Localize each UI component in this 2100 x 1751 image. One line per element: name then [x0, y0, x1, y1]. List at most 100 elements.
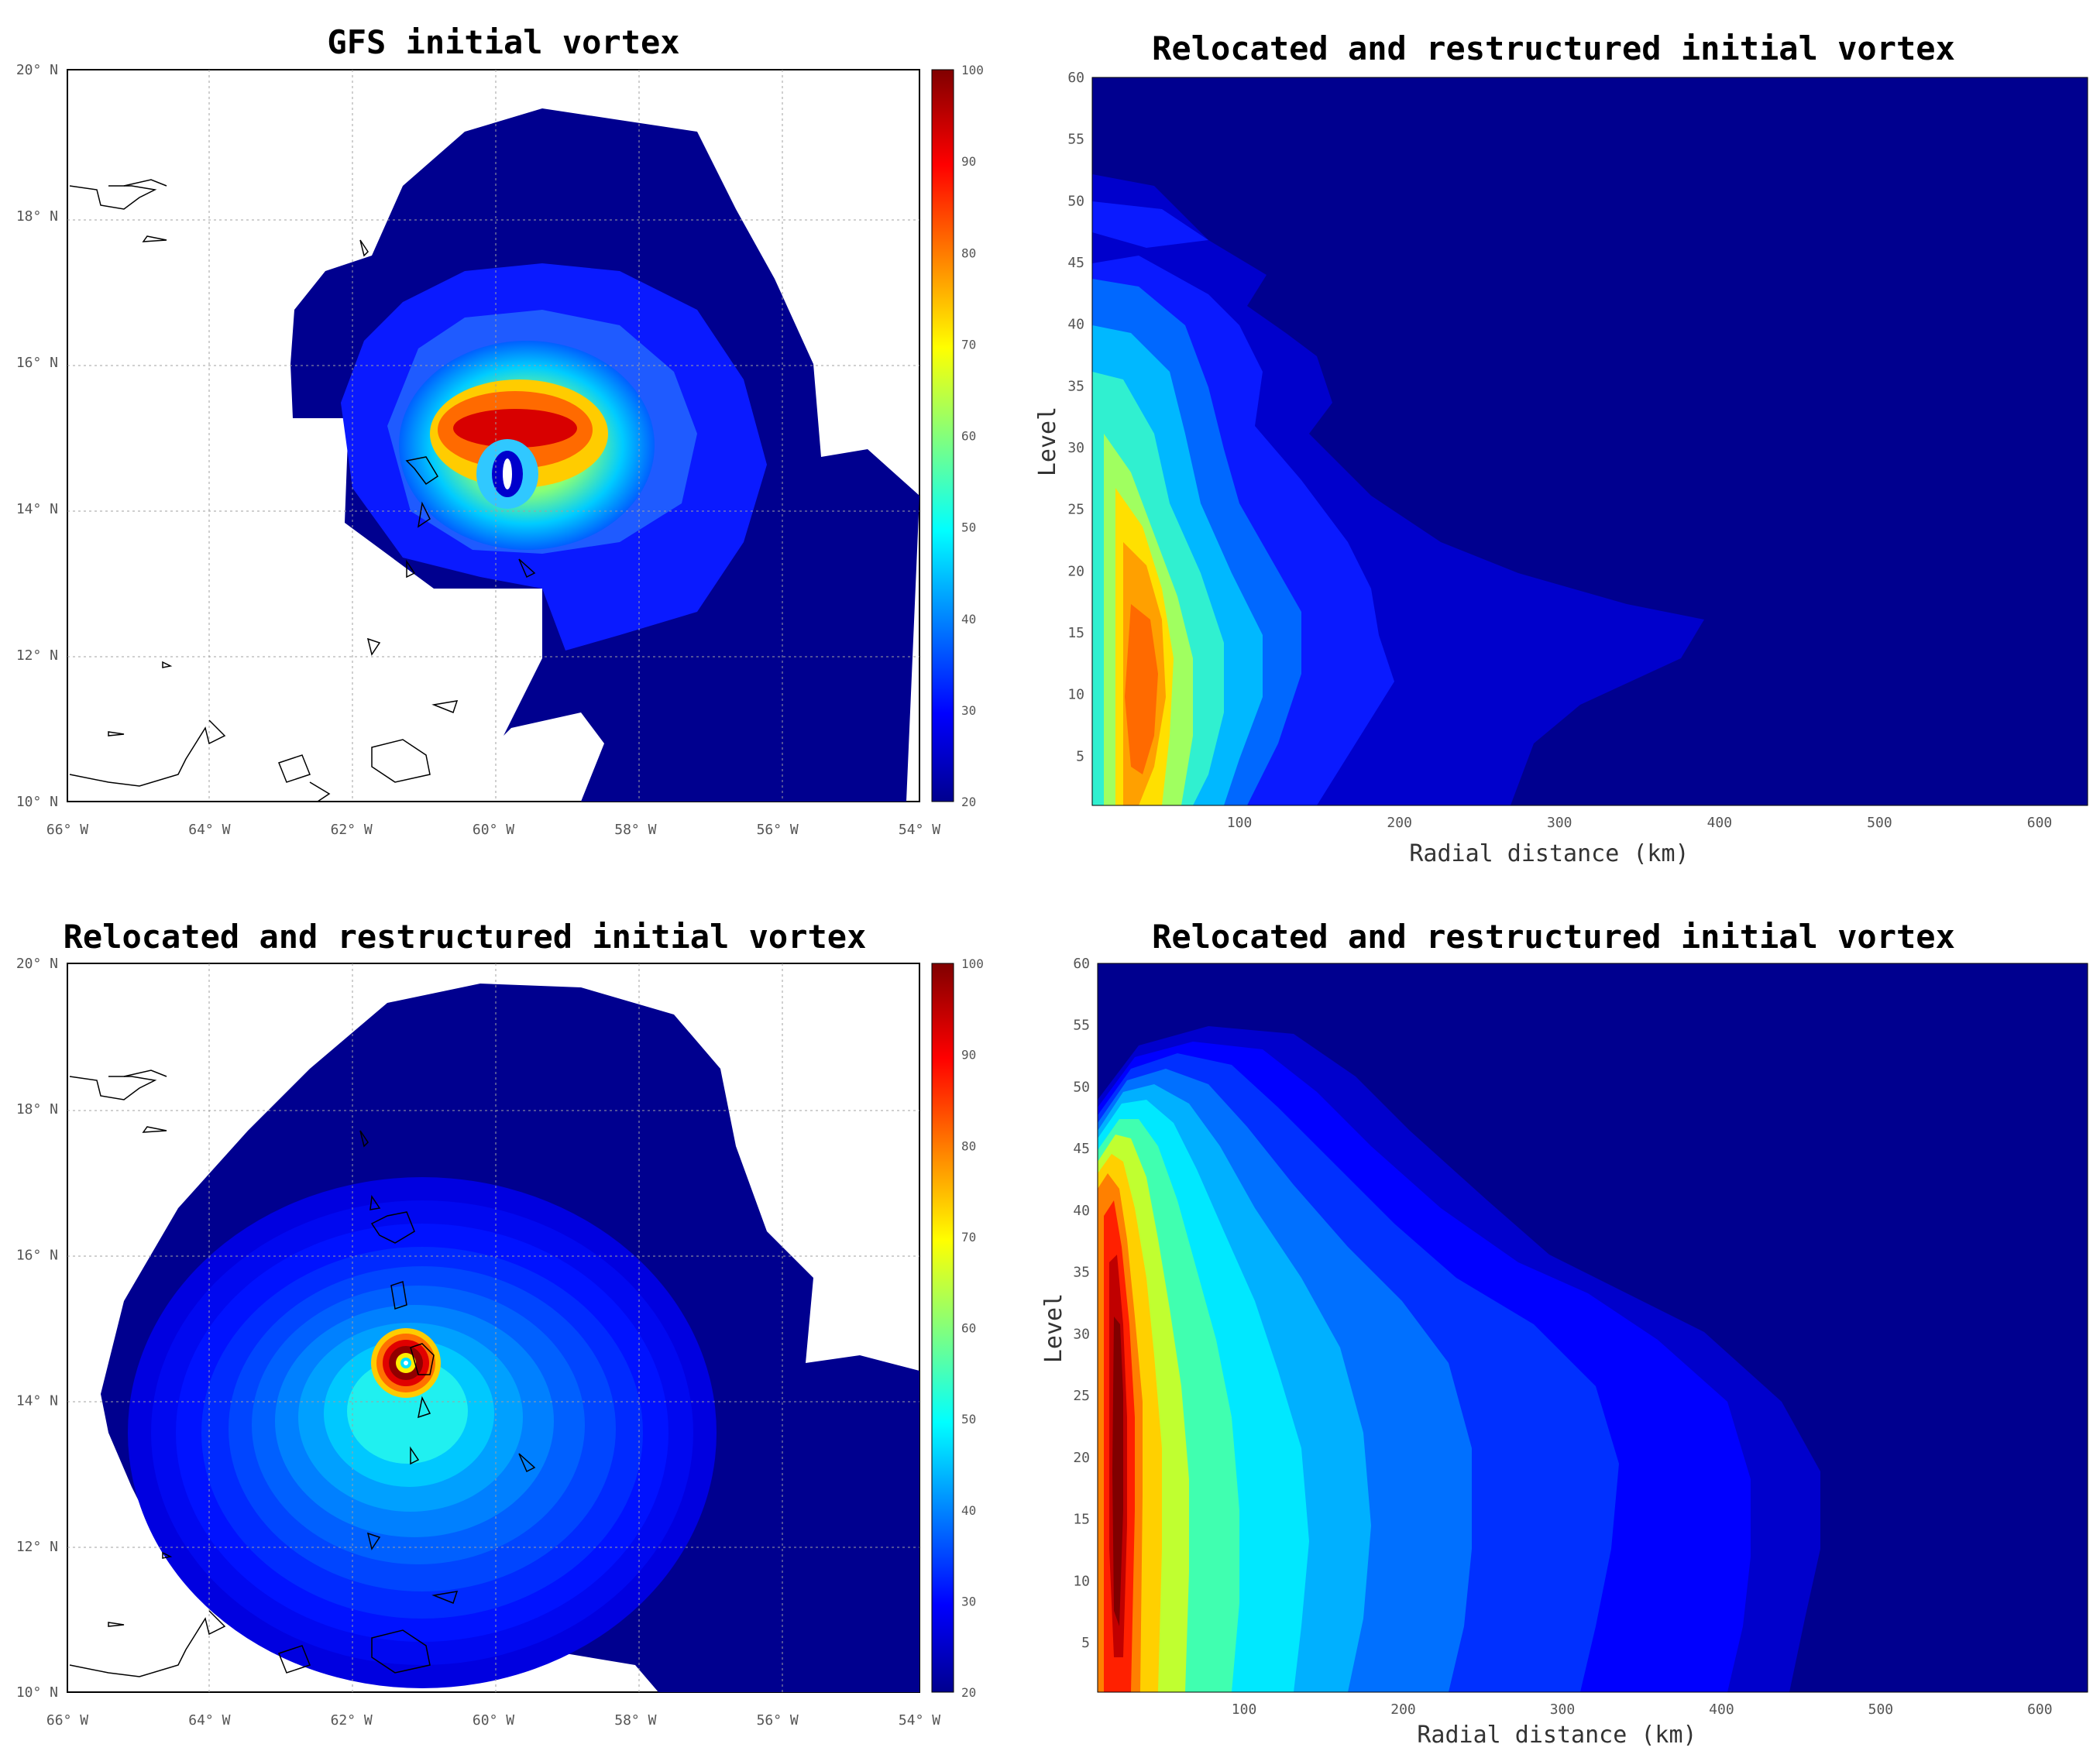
x-axis-label: Radial distance (km) [1417, 1722, 1696, 1749]
colorbar-tick-label: 60 [961, 429, 976, 444]
panel-cross-section-1: Relocated and restructured initial vorte… [1007, 0, 2100, 875]
colorbar-tick-label: 40 [961, 612, 976, 627]
y-tick-label: 18° N [16, 208, 58, 225]
y-tick-labels: 5 10 15 20 25 30 35 40 45 50 55 60 [1067, 70, 1084, 764]
colorbar-tick-label: 80 [961, 1138, 976, 1153]
y-tick-label: 14° N [16, 1393, 58, 1409]
y-tick-label: 40 [1073, 1203, 1090, 1219]
x-tick-label: 54° W [899, 1712, 940, 1729]
y-tick-label: 5 [1081, 1635, 1090, 1651]
cross-section-plot-2: 100 200 300 400 500 600 5 10 15 20 25 30 35 40 45 50 55… [1040, 956, 2088, 1749]
x-tick-label: 66° W [46, 1712, 88, 1729]
colorbar-tick-label: 20 [961, 795, 976, 809]
x-tick-label: 200 [1390, 1701, 1416, 1718]
x-tick-label: 56° W [757, 1712, 799, 1729]
colorbar [931, 963, 954, 1693]
y-tick-label: 16° N [16, 1247, 58, 1263]
x-tick-label: 56° W [757, 822, 799, 838]
x-axis-label: Radial distance (km) [1409, 840, 1689, 867]
y-tick-label: 12° N [16, 647, 58, 664]
y-tick-label: 14° N [16, 501, 58, 517]
x-tick-label: 200 [1387, 815, 1412, 831]
x-tick-label: 300 [1550, 1701, 1576, 1718]
x-tick-label: 400 [1709, 1701, 1734, 1718]
y-tick-label: 30 [1073, 1326, 1090, 1342]
coastline [69, 179, 536, 802]
colorbar-tick-label: 70 [961, 337, 976, 352]
x-tick-label: 54° W [899, 822, 940, 838]
x-tick-labels: 66° W 64° W 62° W 60° W 58° W 56° W 54° W [46, 822, 940, 838]
y-axis-label: Level [1034, 407, 1061, 476]
panel-relocated-map: Relocated and restructured initial vorte… [0, 891, 1007, 1751]
x-tick-labels: 100 200 300 400 500 600 [1232, 1701, 2053, 1718]
colorbar-tick-label: 50 [961, 1412, 976, 1427]
panel-cross-section-2: Relocated and restructured initial vorte… [1007, 891, 2100, 1751]
x-tick-labels: 100 200 300 400 500 600 [1227, 815, 2052, 831]
y-tick-label: 20 [1067, 563, 1084, 579]
x-tick-label: 58° W [614, 822, 656, 838]
x-tick-label: 60° W [473, 1712, 514, 1729]
y-tick-label: 12° N [16, 1539, 58, 1555]
y-tick-label: 10 [1067, 687, 1084, 703]
colorbar-tick-label: 100 [961, 63, 984, 77]
y-tick-label: 35 [1067, 378, 1084, 394]
colorbar [931, 69, 954, 802]
y-axis-label: Level [1040, 1293, 1067, 1363]
x-tick-label: 400 [1707, 815, 1733, 831]
x-tick-labels: 66° W 64° W 62° W 60° W 58° W 56° W 54° W [46, 1712, 940, 1729]
x-tick-label: 58° W [614, 1712, 656, 1729]
colorbar-ticks: 20 30 40 50 60 70 80 90 100 [961, 63, 984, 809]
y-tick-label: 25 [1067, 502, 1084, 518]
colorbar-ticks: 20 30 40 50 60 70 80 90 100 [961, 956, 984, 1700]
colorbar-tick-label: 20 [961, 1685, 976, 1700]
y-tick-label: 20° N [16, 956, 58, 972]
colorbar-tick-label: 70 [961, 1230, 976, 1245]
map-plot-gfs: 20 30 40 50 60 70 80 90 100 66° W 64° W 62° W 60° W… [16, 62, 984, 838]
panel-title: Relocated and restructured initial vorte… [1152, 918, 1955, 956]
y-tick-labels: 5 10 15 20 25 30 35 40 45 50 55 60 [1073, 956, 1090, 1651]
colorbar-tick-label: 90 [961, 154, 976, 169]
y-tick-label: 18° N [16, 1101, 58, 1118]
x-tick-label: 64° W [188, 1712, 230, 1729]
y-tick-label: 16° N [16, 355, 58, 371]
colorbar-tick-label: 40 [961, 1503, 976, 1518]
x-tick-label: 60° W [473, 822, 514, 838]
y-tick-label: 15 [1073, 1512, 1090, 1528]
y-tick-label: 10 [1073, 1573, 1090, 1589]
y-tick-label: 5 [1076, 748, 1084, 764]
cross-section-plot-1: 100 200 300 400 500 600 5 10 15 20 25 30 35 40 45 50 55… [1034, 70, 2088, 867]
x-tick-label: 100 [1232, 1701, 1257, 1718]
colorbar-tick-label: 30 [961, 1594, 976, 1609]
y-tick-label: 60 [1073, 956, 1090, 972]
y-tick-label: 40 [1067, 317, 1084, 333]
colorbar-tick-label: 80 [961, 245, 976, 260]
colorbar-tick-label: 100 [961, 956, 984, 971]
panel-title: Relocated and restructured initial vorte… [63, 918, 867, 956]
map-plot-relocated: 20 30 40 50 60 70 80 90 100 66° W 64° W 62° W 60° W… [16, 956, 984, 1729]
panel-gfs-map: GFS initial vortex [0, 0, 1007, 860]
x-tick-label: 100 [1227, 815, 1253, 831]
y-tick-label: 20 [1073, 1450, 1090, 1466]
y-tick-label: 55 [1067, 132, 1084, 148]
y-tick-label: 20° N [16, 62, 58, 78]
y-tick-label: 25 [1073, 1388, 1090, 1404]
y-tick-labels: 10° N 12° N 14° N 16° N 18° N 20° N [16, 62, 58, 810]
x-tick-label: 600 [2027, 1701, 2053, 1718]
x-tick-label: 300 [1547, 815, 1572, 831]
y-tick-label: 60 [1067, 70, 1084, 86]
colorbar-tick-label: 90 [961, 1048, 976, 1063]
y-tick-label: 35 [1073, 1265, 1090, 1281]
x-tick-label: 62° W [331, 1712, 373, 1729]
colorbar-tick-label: 50 [961, 520, 976, 535]
y-tick-label: 10° N [16, 1684, 58, 1701]
x-tick-label: 62° W [331, 822, 373, 838]
y-tick-label: 45 [1067, 255, 1084, 271]
x-tick-label: 66° W [46, 822, 88, 838]
y-tick-label: 45 [1073, 1141, 1090, 1157]
y-tick-label: 55 [1073, 1018, 1090, 1034]
x-tick-label: 500 [1867, 815, 1892, 831]
colorbar-tick-label: 60 [961, 1321, 976, 1336]
panel-title: GFS initial vortex [327, 23, 680, 61]
coastline [69, 1069, 536, 1677]
colorbar-tick-label: 30 [961, 703, 976, 718]
